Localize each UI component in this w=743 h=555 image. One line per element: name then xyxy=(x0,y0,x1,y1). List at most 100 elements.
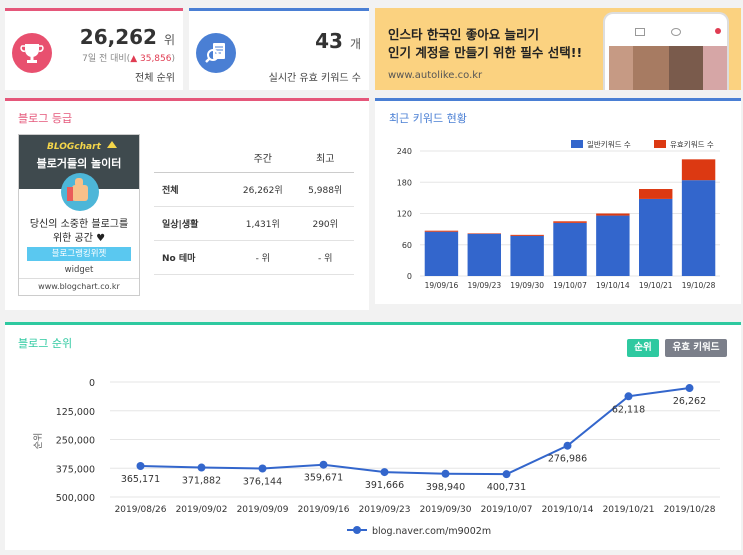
valid-keyword-tab-button[interactable]: 유효 키워드 xyxy=(665,339,727,357)
keyword-count: 43 개 xyxy=(315,29,361,53)
x-tick-label: 19/09/30 xyxy=(510,281,544,290)
blog-widget[interactable]: BLOGchart 블로거들의 놀이터 당신의 소중한 블로그를 위한 공간 ♥… xyxy=(18,134,140,296)
x-tick-label: 2019/09/02 xyxy=(176,505,228,515)
bar-valid xyxy=(681,159,716,181)
widget-text-1: 당신의 소중한 블로그를 xyxy=(29,219,129,230)
table-row: 전체 26,262위 5,988위 xyxy=(154,172,354,207)
ad-url: www.autolike.co.kr xyxy=(388,70,483,81)
row-weekly: - 위 xyxy=(229,240,297,275)
bar-general xyxy=(639,198,673,276)
legend-marker xyxy=(353,526,361,534)
bar-general xyxy=(681,180,716,276)
rank-point xyxy=(380,468,389,477)
y-tick-label: 120 xyxy=(397,210,412,219)
rank-label: 전체 순위 xyxy=(135,73,175,84)
x-tick-label: 19/10/28 xyxy=(682,281,716,290)
rank-point xyxy=(502,470,511,479)
x-tick-label: 2019/09/30 xyxy=(420,505,472,515)
keyword-bar-chart: 0 60 120 180 240 19/09/16 19/09/23 19/09/30 19/1… xyxy=(397,140,720,290)
rank-data-label: 400,731 xyxy=(487,482,526,493)
x-tick-label: 2019/10/07 xyxy=(481,505,533,515)
legend-swatch-valid xyxy=(654,140,666,148)
y-tick-label: 375,000 xyxy=(56,464,95,475)
y-axis-label: 순위 xyxy=(33,433,44,450)
bar-general xyxy=(553,222,587,276)
phone-image xyxy=(603,12,729,90)
blog-rank-card: 블로그 순위 순위 유효 키워드 0 125,000 250,000 375,000 5… xyxy=(5,322,741,550)
bar-valid xyxy=(424,230,459,232)
keyword-search-icon xyxy=(196,33,236,73)
blog-grade-title: 블로그 등급 xyxy=(18,112,73,125)
widget-label: widget xyxy=(64,265,94,275)
x-tick-label: 19/10/14 xyxy=(596,281,630,290)
bar-valid xyxy=(639,189,673,199)
rank-point xyxy=(624,392,633,401)
y-tick-label: 0 xyxy=(407,272,412,281)
row-best: 290위 xyxy=(296,206,354,241)
table-header-best: 최고 xyxy=(296,144,354,173)
x-tick-label: 2019/10/21 xyxy=(603,505,655,515)
x-tick-label: 19/10/07 xyxy=(553,281,587,290)
y-tick-label: 60 xyxy=(402,241,412,250)
legend-label-general: 일반키워드 수 xyxy=(587,140,631,149)
keyword-label: 실시간 유효 키워드 수 xyxy=(268,73,361,84)
y-tick-label: 0 xyxy=(89,378,95,389)
rank-data-label: 359,671 xyxy=(304,473,343,484)
x-tick-label: 2019/10/14 xyxy=(542,505,594,515)
rank-data-label: 365,171 xyxy=(121,474,160,485)
rank-table: 주간 최고 전체 26,262위 5,988위 일상|생활 1,431위 290… xyxy=(154,144,354,275)
rank-data-label: 371,882 xyxy=(182,476,221,487)
legend-series-label: blog.naver.com/m9002m xyxy=(372,526,491,537)
rank-change: 7일 전 대비(▲ 35,856) xyxy=(82,54,175,64)
bar-valid xyxy=(467,233,501,234)
crown-icon xyxy=(107,141,117,148)
row-weekly: 26,262위 xyxy=(229,172,297,207)
ad-headline: 인스타 한국인 좋아요 늘리기 xyxy=(388,27,540,42)
rank-data-label: 276,986 xyxy=(548,454,587,465)
x-tick-label: 2019/09/23 xyxy=(359,505,411,515)
x-tick-label: 2019/08/26 xyxy=(115,505,167,515)
y-tick-label: 125,000 xyxy=(56,407,95,418)
rank-point xyxy=(319,460,328,469)
rank-point xyxy=(441,469,450,478)
trophy-icon xyxy=(12,33,52,73)
bar-valid xyxy=(553,221,587,223)
rank-line xyxy=(140,387,690,476)
row-weekly: 1,431위 xyxy=(229,206,297,241)
bar-general xyxy=(510,235,544,276)
rank-point xyxy=(685,384,694,393)
rank-data-label: 391,666 xyxy=(365,480,404,491)
rank-data-label: 26,262 xyxy=(673,396,706,407)
y-tick-label: 500,000 xyxy=(56,493,95,504)
bar-general xyxy=(596,215,630,276)
y-tick-label: 240 xyxy=(397,147,412,156)
row-best: 5,988위 xyxy=(296,172,354,207)
x-tick-label: 2019/10/28 xyxy=(664,505,716,515)
keyword-stat-card: 43 개 실시간 유효 키워드 수 xyxy=(189,8,369,90)
widget-url[interactable]: www.blogchart.co.kr xyxy=(38,282,120,291)
row-name: No 테마 xyxy=(154,240,230,275)
blog-rank-title: 블로그 순위 xyxy=(18,337,73,350)
bar-general xyxy=(424,231,459,276)
table-header-weekly: 주간 xyxy=(229,144,297,173)
x-tick-label: 19/10/21 xyxy=(639,281,673,290)
ad-banner[interactable]: 인스타 한국인 좋아요 늘리기 인기 계정을 만들기 위한 필수 선택!! ww… xyxy=(375,8,741,90)
rank-point xyxy=(197,463,206,472)
ad-subline: 인기 계정을 만들기 위한 필수 선택!! xyxy=(388,45,583,60)
x-tick-label: 2019/09/09 xyxy=(237,505,289,515)
keyword-status-card: 최근 키워드 현황 0 60 120 180 240 19/09/16 19/09/23 19… xyxy=(375,98,741,304)
legend-label-valid: 유효키워드 수 xyxy=(670,140,714,149)
legend-swatch-general xyxy=(571,140,583,148)
row-name: 일상|생활 xyxy=(154,206,230,241)
table-row: 일상|생활 1,431위 290위 xyxy=(154,206,354,241)
y-tick-label: 180 xyxy=(397,178,412,187)
widget-ranking-button[interactable]: 블로그랭킹위젯 xyxy=(27,247,131,261)
x-tick-label: 19/09/16 xyxy=(425,281,459,290)
widget-subtitle: 블로거들의 놀이터 xyxy=(36,157,122,170)
y-tick-label: 250,000 xyxy=(56,436,95,447)
table-header-row: 주간 최고 xyxy=(154,144,354,173)
rank-point xyxy=(258,464,267,473)
table-header xyxy=(154,144,230,173)
x-tick-label: 19/09/23 xyxy=(467,281,501,290)
rank-tab-button[interactable]: 순위 xyxy=(627,339,659,357)
